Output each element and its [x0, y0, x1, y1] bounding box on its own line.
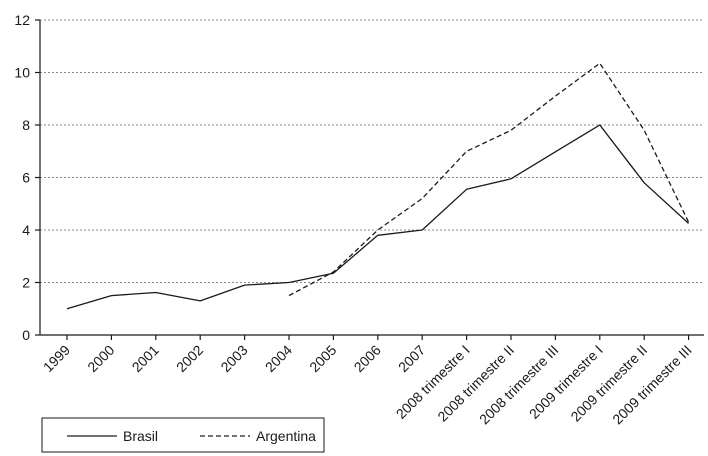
legend-box: [41, 417, 325, 453]
gridlines: [40, 19, 704, 283]
legend: Brasil Argentina: [41, 417, 325, 453]
x-tick-label: 2006: [351, 342, 384, 375]
y-tick-label: 0: [22, 327, 30, 343]
y-tick-label: 10: [14, 65, 30, 81]
legend-label-argentina: Argentina: [256, 428, 316, 444]
x-tick-label: 2008 trimestre II: [434, 342, 517, 425]
y-tick-label: 4: [22, 222, 30, 238]
x-tick-label: 2009 trimestre III: [609, 342, 695, 428]
y-tick-labels: 0 2 4 6 8 10 12: [14, 12, 40, 343]
x-tick-label: 2007: [395, 342, 428, 375]
x-tick-label: 2008 trimestre III: [476, 342, 562, 428]
x-tick-labels: 1999 2000 2001 2002 2003 2004 2005 2006 20072008…: [40, 335, 695, 427]
x-tick-label: 2001: [129, 342, 162, 375]
y-tick-label: 2: [22, 275, 30, 291]
series: [66, 62, 690, 310]
x-tick-label: 1999: [40, 342, 73, 375]
x-tick-label: 2003: [217, 342, 250, 375]
x-tick-label: 2004: [262, 342, 295, 375]
x-tick-label: 2000: [84, 342, 117, 375]
series-line-brasil: [66, 124, 690, 310]
x-tick-label: 2005: [306, 342, 339, 375]
x-tick-label: 2009 trimestre II: [567, 342, 650, 425]
legend-label-brasil: Brasil: [123, 428, 158, 444]
y-tick-label: 12: [14, 12, 30, 28]
x-tick-label: 2002: [173, 342, 206, 375]
y-tick-label: 6: [22, 170, 30, 186]
series-line-argentina: [288, 62, 690, 297]
y-tick-label: 8: [22, 117, 30, 133]
